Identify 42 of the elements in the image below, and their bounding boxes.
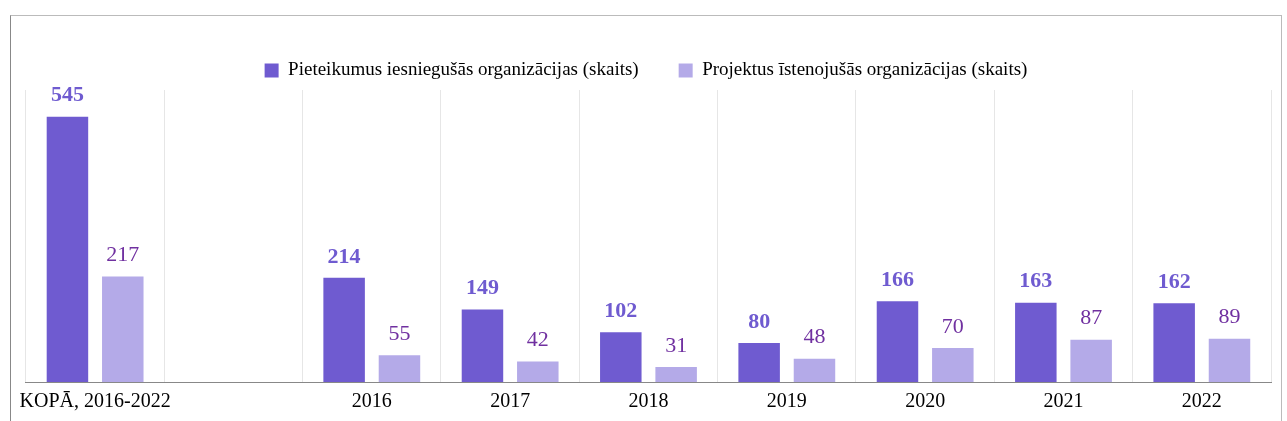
data-label: 166 bbox=[880, 265, 914, 291]
bar bbox=[1153, 303, 1195, 382]
data-label: 55 bbox=[388, 320, 411, 346]
bar bbox=[378, 355, 421, 382]
data-label: 48 bbox=[803, 323, 826, 349]
legend-label: Projektus īstenojušās organizācijas (skaits) bbox=[702, 58, 1028, 81]
bar bbox=[932, 347, 974, 382]
x-tick-label: 2016 bbox=[351, 389, 392, 412]
bar bbox=[1208, 338, 1251, 382]
bar bbox=[793, 358, 836, 382]
data-label: 102 bbox=[604, 297, 638, 323]
bar bbox=[600, 332, 642, 382]
data-label: 87 bbox=[1080, 304, 1103, 330]
bar bbox=[517, 361, 559, 382]
bar bbox=[323, 277, 365, 382]
data-label: 214 bbox=[327, 242, 361, 268]
x-tick-label: 2021 bbox=[1043, 389, 1084, 412]
data-label: 545 bbox=[50, 81, 84, 107]
data-label: 149 bbox=[465, 274, 499, 300]
data-label: 162 bbox=[1157, 267, 1191, 293]
data-label: 163 bbox=[1019, 267, 1053, 293]
data-label: 31 bbox=[665, 331, 688, 357]
legend-label: Pieteikumus iesniegušās organizācijas (skaits) bbox=[288, 58, 639, 81]
data-label: 89 bbox=[1218, 303, 1241, 329]
x-tick-label: 2020 bbox=[905, 389, 946, 412]
bar bbox=[876, 301, 919, 382]
bar bbox=[1070, 339, 1112, 382]
bar bbox=[1015, 302, 1057, 382]
x-tick-label: 2017 bbox=[490, 389, 531, 412]
bar bbox=[46, 116, 89, 382]
bar bbox=[461, 309, 504, 382]
x-tick-label: KOPĀ, 2016-2022 bbox=[19, 389, 171, 412]
bar bbox=[738, 343, 780, 382]
data-label: 217 bbox=[106, 241, 140, 267]
x-tick-label: 2018 bbox=[628, 389, 669, 412]
x-tick-label: 2019 bbox=[766, 389, 807, 412]
x-tick-label: 2022 bbox=[1181, 389, 1222, 412]
bar bbox=[102, 276, 144, 382]
data-label: 70 bbox=[941, 312, 964, 338]
data-label: 42 bbox=[526, 326, 549, 352]
bar bbox=[655, 366, 697, 382]
data-label: 80 bbox=[748, 307, 771, 333]
